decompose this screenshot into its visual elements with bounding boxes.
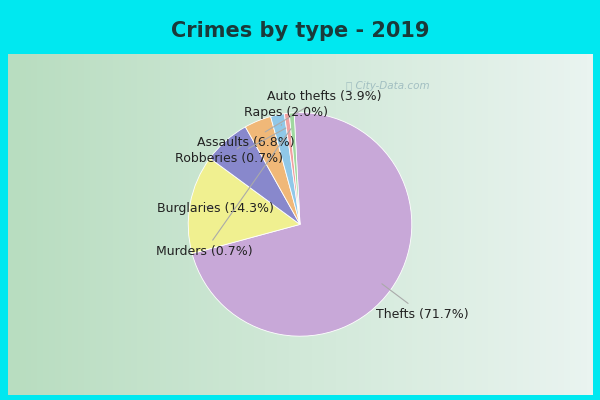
Wedge shape bbox=[192, 113, 412, 336]
Text: Robberies (0.7%): Robberies (0.7%) bbox=[175, 128, 286, 166]
Text: Crimes by type - 2019: Crimes by type - 2019 bbox=[171, 22, 429, 42]
Wedge shape bbox=[284, 113, 300, 224]
Text: Assaults (6.8%): Assaults (6.8%) bbox=[197, 136, 294, 149]
Wedge shape bbox=[289, 113, 300, 224]
Text: Rapes (2.0%): Rapes (2.0%) bbox=[244, 106, 328, 126]
Wedge shape bbox=[271, 114, 300, 224]
Bar bbox=[8, 5, 592, 58]
Wedge shape bbox=[188, 158, 300, 254]
Wedge shape bbox=[245, 116, 300, 224]
Text: Murders (0.7%): Murders (0.7%) bbox=[156, 128, 291, 258]
Text: ⓘ City-Data.com: ⓘ City-Data.com bbox=[346, 81, 430, 91]
Wedge shape bbox=[210, 127, 300, 224]
Text: Thefts (71.7%): Thefts (71.7%) bbox=[376, 284, 469, 321]
Text: Burglaries (14.3%): Burglaries (14.3%) bbox=[157, 202, 274, 214]
Text: Auto thefts (3.9%): Auto thefts (3.9%) bbox=[265, 90, 382, 132]
